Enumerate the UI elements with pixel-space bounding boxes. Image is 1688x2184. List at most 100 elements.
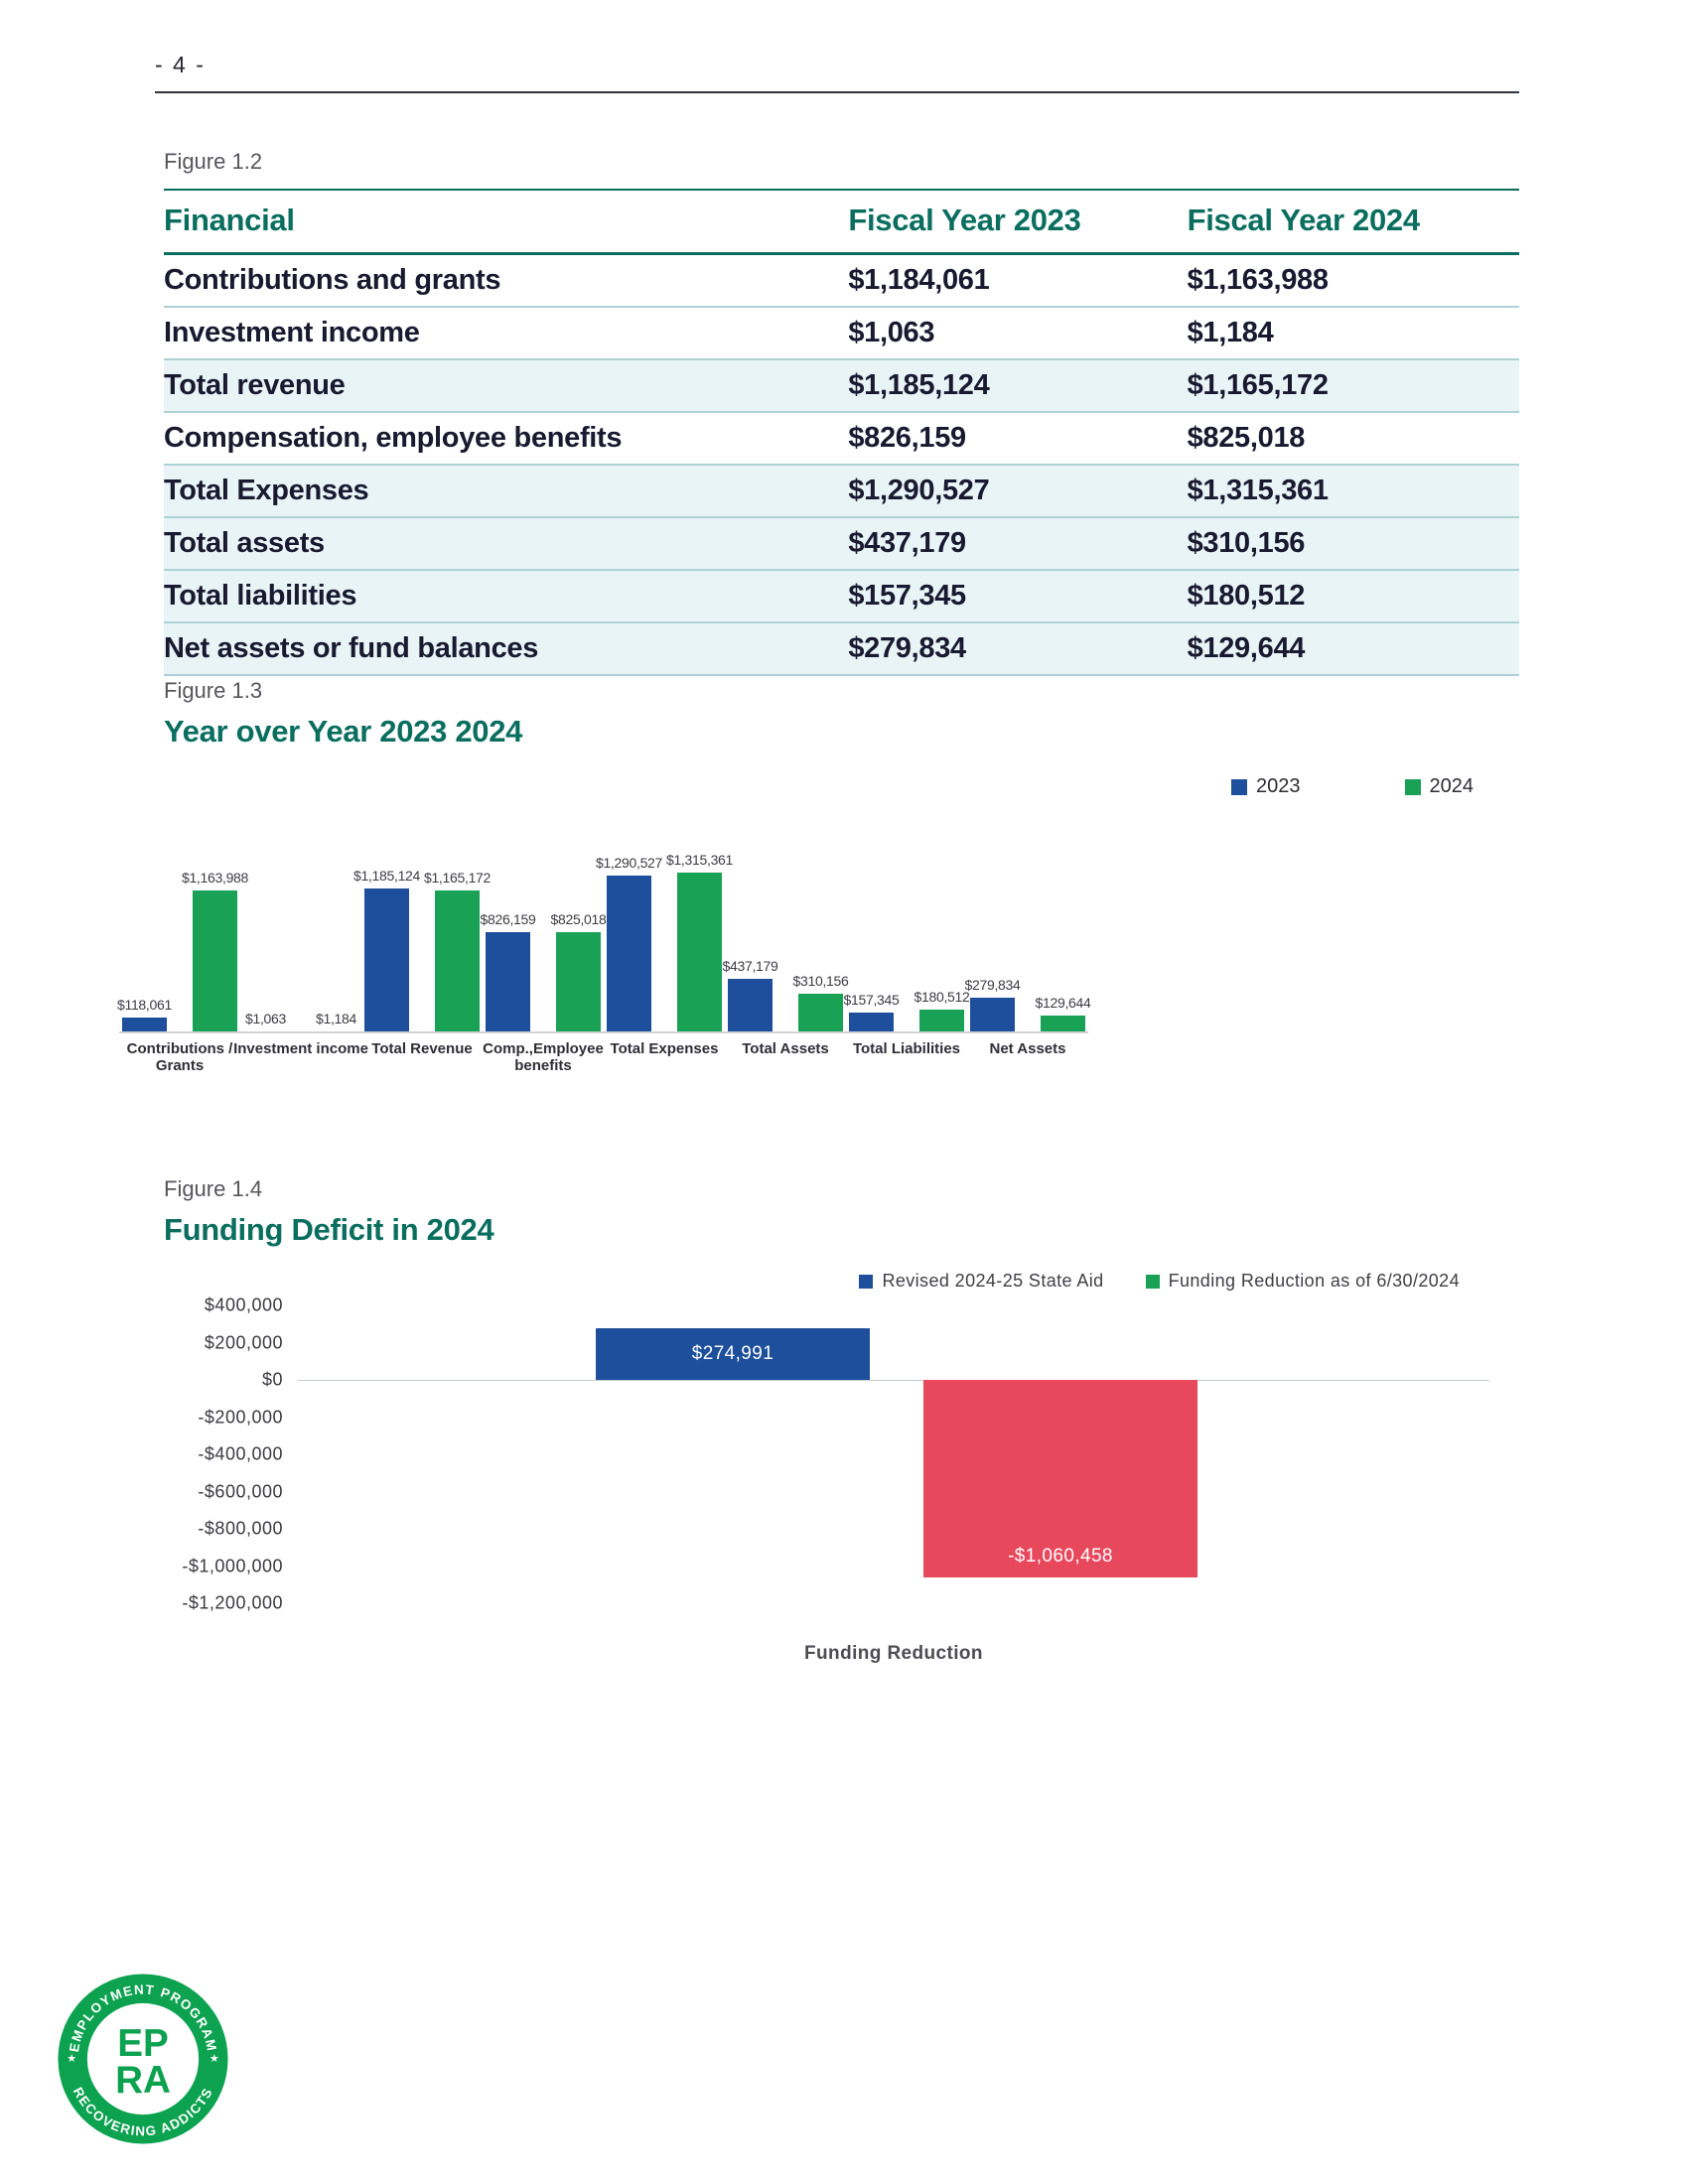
bar-value-label: $118,061	[117, 997, 172, 1013]
bar-group: $437,179 $310,156 Total Assets	[723, 855, 849, 1057]
bar-2023: $1,290,527	[596, 855, 662, 1031]
bar-group: $118,061 $1,163,988 Contributions / Grants	[117, 855, 248, 1074]
table-row: Total revenue $1,185,124 $1,165,172	[164, 359, 1519, 413]
y-tick-label: -$1,000,000	[182, 1556, 283, 1575]
bar-value-label: $1,165,172	[423, 870, 492, 886]
legend-item-2024: 2024	[1404, 775, 1474, 798]
y-tick-label: -$200,000	[198, 1407, 283, 1427]
legend-label-2023: 2023	[1256, 775, 1301, 797]
y-tick-label: -$1,200,000	[182, 1592, 283, 1613]
logo-star-left-icon: ★	[67, 2053, 76, 2065]
legend-swatch-2024	[1404, 778, 1421, 795]
row-label: Contributions and grants	[164, 253, 849, 308]
funding-chart-legend: Revised 2024-25 State Aid Funding Reduct…	[859, 1271, 1460, 1292]
bar-group: $1,290,527 $1,315,361 Total Expenses	[596, 852, 733, 1057]
bar-value-label: $310,156	[792, 973, 849, 989]
col-header-fy2023: Fiscal Year 2023	[848, 189, 1188, 255]
row-value-fy2024: $825,018	[1187, 412, 1519, 466]
legend-item-funding-reduction: Funding Reduction as of 6/30/2024	[1145, 1271, 1460, 1292]
bar-pair: $826,159 $825,018	[481, 911, 607, 1031]
row-value-fy2024: $129,644	[1187, 622, 1519, 676]
bar-value-label: $1,185,124	[352, 868, 421, 884]
bar-2023: $437,179	[723, 958, 778, 1031]
bar-2024: $1,315,361	[666, 852, 733, 1031]
funding-chart-title: Funding Deficit in 2024	[164, 1212, 494, 1247]
bar-value-label: $437,179	[722, 958, 778, 974]
bar-2024: $129,644	[1036, 995, 1091, 1031]
bar-2023: $157,345	[844, 992, 900, 1031]
bar-value-label: $279,834	[964, 977, 1021, 993]
y-tick-label: -$400,000	[198, 1443, 283, 1464]
bar-group: $1,063 $1,184 Investment income	[233, 855, 368, 1057]
legend-item-state-aid: Revised 2024-25 State Aid	[859, 1271, 1103, 1292]
row-value-fy2023: $1,290,527	[848, 465, 1188, 518]
bar-pair: $279,834 $129,644	[965, 977, 1091, 1031]
bar-value-label: $274,991	[691, 1343, 774, 1365]
legend-label-state-aid: Revised 2024-25 State Aid	[882, 1271, 1104, 1291]
category-label: Contributions / Grants	[126, 1040, 233, 1074]
logo-initials-line2: RA	[115, 2059, 171, 2102]
table-row: Total Expenses $1,290,527 $1,315,361	[164, 465, 1519, 518]
bar-2024: $1,163,988	[182, 870, 248, 1031]
bar-group: $1,185,124 $1,165,172 Total Revenue	[353, 855, 491, 1057]
row-value-fy2023: $157,345	[848, 570, 1188, 623]
figure-1-3-label: Figure 1.3	[164, 678, 263, 703]
row-label: Total revenue	[164, 359, 849, 413]
bar-value-label: $129,644	[1035, 995, 1091, 1011]
legend-swatch-funding-reduction	[1145, 1274, 1160, 1289]
col-header-fy2024: Fiscal Year 2024	[1187, 189, 1519, 255]
bar-value-label: $826,159	[480, 911, 536, 927]
figure-1-2-section: Figure 1.2 Financial Fiscal Year 2023 Fi…	[164, 149, 1519, 676]
row-label: Total liabilities	[164, 570, 849, 623]
y-tick-label: -$800,000	[198, 1518, 283, 1539]
category-label: Net Assets	[989, 1040, 1066, 1057]
funding-deficit-chart: $400,000 $200,000 $0 -$200,000 -$400,000 -$60…	[164, 1296, 1519, 1703]
logo-initials-line1: EP	[117, 2022, 169, 2065]
bar-value-label: $180,512	[914, 989, 970, 1005]
bar-value-label: $825,018	[550, 911, 607, 927]
bar-value-label: $1,315,361	[665, 852, 734, 868]
financial-table-body: Contributions and grants $1,184,061 $1,163…	[164, 253, 1519, 676]
bar-pair: $437,179 $310,156	[723, 958, 849, 1031]
bar-value-label: -$1,060,458	[1008, 1545, 1113, 1567]
row-value-fy2024: $180,512	[1187, 570, 1519, 623]
funding-chart-y-axis: $400,000 $200,000 $0 -$200,000 -$400,000 -$60…	[164, 1296, 293, 1613]
epra-logo-svg: EMPLOYMENT PROGRAM RECOVERING ADDICTS ★ …	[58, 1974, 228, 2144]
row-value-fy2024: $1,163,988	[1187, 253, 1519, 308]
logo-star-right-icon: ★	[210, 2053, 219, 2065]
col-header-financial: Financial	[164, 189, 849, 255]
bar-pair: $1,185,124 $1,165,172	[353, 868, 491, 1031]
bar-group: $157,345 $180,512 Total Liabilities	[844, 855, 970, 1057]
row-value-fy2023: $826,159	[848, 412, 1188, 466]
x-axis-label: Funding Reduction	[804, 1643, 983, 1664]
row-value-fy2023: $1,184,061	[848, 253, 1188, 308]
figure-1-2-label: Figure 1.2	[164, 149, 263, 174]
header-rule	[155, 91, 1519, 93]
row-label: Total assets	[164, 517, 849, 571]
table-row: Investment income $1,063 $1,184	[164, 307, 1519, 360]
bar-value-label: $1,290,527	[595, 855, 663, 871]
bar-group: $279,834 $129,644 Net Assets	[965, 855, 1091, 1057]
bar-2023: $118,061	[117, 997, 172, 1031]
table-row: Total assets $437,179 $310,156	[164, 517, 1519, 571]
y-tick-label: -$600,000	[198, 1481, 283, 1501]
yoy-chart-legend: 2023 2024	[1231, 775, 1474, 798]
category-label: Investment income	[233, 1040, 368, 1057]
row-value-fy2023: $279,834	[848, 622, 1188, 676]
category-label: Total Assets	[742, 1040, 829, 1057]
table-row: Contributions and grants $1,184,061 $1,163…	[164, 253, 1519, 308]
page-number: - 4 -	[155, 52, 206, 77]
bar-2024: $180,512	[914, 989, 970, 1031]
legend-label-funding-reduction: Funding Reduction as of 6/30/2024	[1168, 1271, 1460, 1291]
table-header-row: Financial Fiscal Year 2023 Fiscal Year 2…	[164, 189, 1519, 255]
bar-state-aid: $274,991	[596, 1328, 870, 1380]
row-label: Compensation, employee benefits	[164, 412, 849, 466]
legend-swatch-2023	[1231, 778, 1247, 795]
bar-value-label: $1,184	[315, 1011, 357, 1026]
bar-pair: $118,061 $1,163,988	[117, 870, 248, 1031]
bar-value-label: $1,063	[244, 1011, 287, 1026]
figure-1-4-section: Figure 1.4 Funding Deficit in 2024 Revis…	[164, 1176, 1519, 1712]
bar-funding-reduction: -$1,060,458	[923, 1380, 1197, 1577]
row-label: Total Expenses	[164, 465, 849, 518]
financial-table: Financial Fiscal Year 2023 Fiscal Year 2…	[164, 189, 1519, 676]
